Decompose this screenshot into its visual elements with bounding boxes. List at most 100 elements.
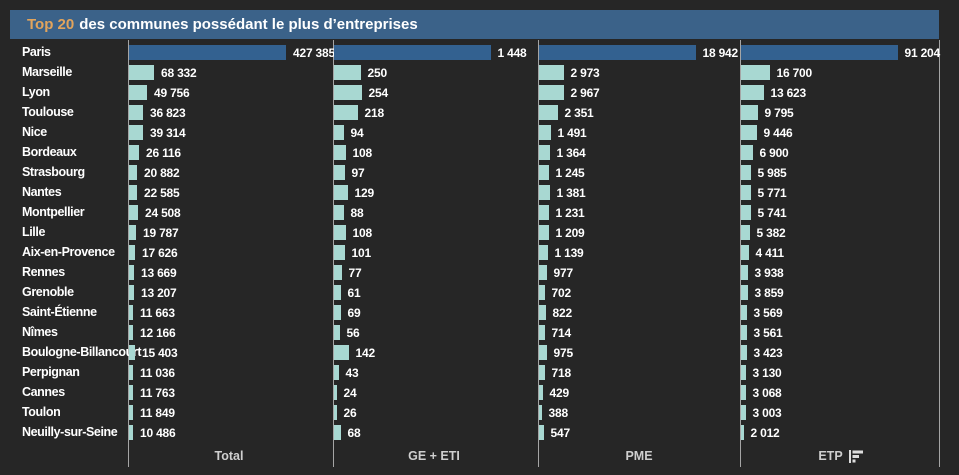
bar-total[interactable]: [129, 125, 143, 140]
bar-etp[interactable]: [740, 305, 747, 320]
bar-pme[interactable]: [538, 405, 542, 420]
bar-etp[interactable]: [740, 165, 751, 180]
bar-total[interactable]: [129, 85, 147, 100]
bar-total[interactable]: [129, 45, 286, 60]
bar-total[interactable]: [129, 205, 138, 220]
bar-total[interactable]: [129, 65, 154, 80]
bar-ge-eti[interactable]: [333, 105, 358, 120]
bar-pme[interactable]: [538, 425, 544, 440]
bar-ge-eti[interactable]: [333, 285, 341, 300]
bar-pme[interactable]: [538, 265, 547, 280]
bar-etp[interactable]: [740, 225, 750, 240]
value-label: 1 364: [556, 146, 586, 160]
bar-ge-eti[interactable]: [333, 125, 344, 140]
bar-ge-eti[interactable]: [333, 265, 342, 280]
commune-label: Marseille: [22, 65, 72, 79]
bar-etp[interactable]: [740, 45, 898, 60]
bar-total[interactable]: [129, 345, 135, 360]
bar-pme[interactable]: [538, 365, 545, 380]
bar-etp[interactable]: [740, 125, 757, 140]
bar-total[interactable]: [129, 365, 133, 380]
bar-ge-eti[interactable]: [333, 385, 337, 400]
bar-total[interactable]: [129, 425, 133, 440]
bar-etp[interactable]: [740, 205, 751, 220]
bar-total[interactable]: [129, 165, 137, 180]
bar-etp[interactable]: [740, 285, 748, 300]
bar-pme[interactable]: [538, 385, 543, 400]
sort-descending-icon[interactable]: [848, 449, 864, 463]
column-label-total[interactable]: Total: [129, 447, 329, 465]
bar-etp[interactable]: [740, 245, 749, 260]
value-label: 1 381: [556, 186, 586, 200]
bar-etp[interactable]: [740, 65, 770, 80]
bar-etp[interactable]: [740, 185, 751, 200]
bar-total[interactable]: [129, 245, 135, 260]
bar-etp[interactable]: [740, 145, 753, 160]
column-label-ge-eti[interactable]: GE + ETI: [334, 447, 534, 465]
bar-etp[interactable]: [740, 425, 744, 440]
bar-etp[interactable]: [740, 345, 747, 360]
bar-total[interactable]: [129, 305, 133, 320]
chart-title: des communes possédant le plus d’entrepr…: [79, 16, 418, 33]
bar-ge-eti[interactable]: [333, 365, 339, 380]
bar-etp[interactable]: [740, 85, 764, 100]
value-label: 2 012: [750, 426, 780, 440]
bar-pme[interactable]: [538, 65, 564, 80]
bar-total[interactable]: [129, 385, 133, 400]
bar-total[interactable]: [129, 265, 134, 280]
bar-total[interactable]: [129, 285, 134, 300]
bar-pme[interactable]: [538, 345, 547, 360]
bar-ge-eti[interactable]: [333, 65, 361, 80]
bar-ge-eti[interactable]: [333, 85, 362, 100]
value-label: 1 491: [557, 126, 587, 140]
bar-total[interactable]: [129, 225, 136, 240]
bar-ge-eti[interactable]: [333, 45, 491, 60]
bar-ge-eti[interactable]: [333, 225, 346, 240]
chart-title-bar: Top 20 des communes possédant le plus d’…: [10, 10, 939, 39]
bar-etp[interactable]: [740, 105, 758, 120]
bar-etp[interactable]: [740, 365, 746, 380]
bar-pme[interactable]: [538, 185, 550, 200]
bar-etp[interactable]: [740, 405, 746, 420]
column-label-text: GE + ETI: [408, 449, 460, 463]
bar-pme[interactable]: [538, 225, 549, 240]
bar-total[interactable]: [129, 185, 137, 200]
bar-pme[interactable]: [538, 285, 545, 300]
value-label: 388: [548, 406, 569, 420]
bar-total[interactable]: [129, 145, 139, 160]
bar-etp[interactable]: [740, 265, 748, 280]
bar-pme[interactable]: [538, 245, 548, 260]
commune-label: Montpellier: [22, 205, 85, 219]
bar-pme[interactable]: [538, 125, 551, 140]
bar-etp[interactable]: [740, 325, 747, 340]
bar-etp[interactable]: [740, 385, 746, 400]
bar-ge-eti[interactable]: [333, 305, 341, 320]
bar-pme[interactable]: [538, 325, 545, 340]
bar-ge-eti[interactable]: [333, 405, 337, 420]
commune-label: Nice: [22, 125, 47, 139]
bar-ge-eti[interactable]: [333, 345, 349, 360]
value-label: 43: [345, 366, 359, 380]
bar-ge-eti[interactable]: [333, 185, 348, 200]
bar-ge-eti[interactable]: [333, 205, 344, 220]
bar-ge-eti[interactable]: [333, 145, 346, 160]
bar-pme[interactable]: [538, 105, 558, 120]
bar-total[interactable]: [129, 325, 133, 340]
bar-ge-eti[interactable]: [333, 165, 345, 180]
bar-ge-eti[interactable]: [333, 325, 340, 340]
bar-pme[interactable]: [538, 205, 549, 220]
column-label-etp[interactable]: ETP: [741, 447, 941, 465]
bar-total[interactable]: [129, 105, 143, 120]
bar-pme[interactable]: [538, 165, 549, 180]
bar-pme[interactable]: [538, 85, 564, 100]
column-label-pme[interactable]: PME: [539, 447, 739, 465]
value-label: 3 569: [753, 306, 783, 320]
bar-ge-eti[interactable]: [333, 245, 345, 260]
value-label: 18 942: [702, 46, 739, 60]
bar-total[interactable]: [129, 405, 133, 420]
bar-ge-eti[interactable]: [333, 425, 341, 440]
commune-label: Rennes: [22, 265, 65, 279]
bar-pme[interactable]: [538, 305, 546, 320]
bar-pme[interactable]: [538, 145, 550, 160]
bar-pme[interactable]: [538, 45, 696, 60]
